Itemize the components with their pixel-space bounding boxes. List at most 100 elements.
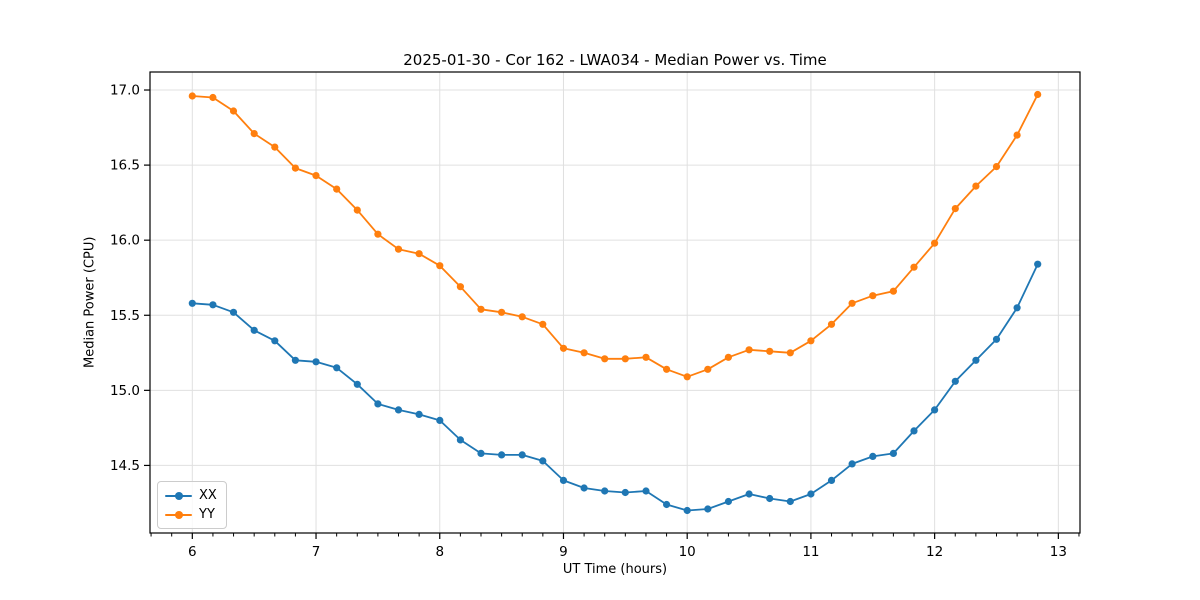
x-tick-label: 8 [435,544,444,560]
series-yy-point [621,355,629,363]
series-yy-point [807,337,815,345]
series-xx-point [498,451,506,459]
series-yy-point [333,185,341,193]
series-xx-point [518,451,526,459]
series-yy-point [374,230,382,238]
x-axis-label: UT Time (hours) [562,562,668,577]
series-yy-point [559,344,568,352]
y-tick-label: 16.5 [110,158,140,174]
series-xx-point [889,449,898,457]
x-tick-label: 7 [312,544,321,560]
x-tick-label: 13 [1050,544,1067,560]
xx-series-swatch-icon [165,491,192,500]
series-xx-point [1013,304,1021,312]
legend-item-yy: YY [165,505,218,524]
series-xx-point [601,487,609,495]
y-tick-label: 15.0 [110,383,140,399]
legend: XX YY [157,481,227,529]
series-yy-point [498,308,506,316]
legend-label-xx: XX [199,488,217,503]
series-xx-point [353,380,361,388]
series-yy-point [910,263,918,271]
series-xx-point [477,449,485,457]
series-xx-point [642,487,650,495]
yy-series-swatch-icon [165,510,192,519]
series-yy-point [663,365,671,373]
legend-label-yy: YY [199,507,215,522]
series-yy-point [394,245,403,253]
x-tick-label: 6 [188,544,197,560]
series-xx-point [992,335,1001,343]
y-tick-label: 14.5 [110,458,140,474]
series-yy-point [745,346,753,354]
series-yy-point [415,250,423,258]
series-xx-point [827,476,836,484]
series-yy-point [786,349,794,357]
series-xx-point [704,505,712,513]
series-yy-point [539,320,547,328]
series-yy-point [951,205,959,213]
series-yy-point [704,365,712,373]
series-xx-point [333,364,341,372]
series-xx-point [931,406,939,414]
y-axis-label: Median Power (CPU) [82,236,98,369]
y-tick-label: 16.0 [110,233,140,249]
series-yy-point [229,107,238,115]
series-yy-point [972,182,980,190]
chart-title: 2025-01-30 - Cor 162 - LWA034 - Median P… [403,51,827,69]
series-yy-point [1013,131,1021,139]
series-xx-point [663,500,671,509]
series-yy-point [601,355,609,363]
series-xx-point [250,326,258,334]
series-yy-point [250,130,258,138]
x-tick-label: 9 [559,544,568,560]
series-xx-point [559,476,568,484]
series-yy-point [580,349,588,357]
series-xx-point [972,356,980,364]
series-xx-point [209,301,217,309]
series-yy-point [642,353,650,361]
series-yy-point [683,373,691,381]
series-yy-point [456,283,464,291]
series-yy-point [931,239,939,247]
series-yy-point [209,93,217,102]
series-xx-point [394,406,403,414]
series-xx-point [1034,260,1042,268]
series-xx-point [271,337,279,345]
series-xx-point [848,460,856,468]
series-yy-point [353,206,361,214]
series-xx-point [374,400,382,408]
series-yy-point [848,299,856,307]
series-yy-point [518,313,526,321]
plot-border [149,71,1081,534]
x-tick-label: 11 [802,544,819,560]
series-xx-point [415,410,423,418]
series-yy-point [766,347,774,355]
series-xx-point [456,436,464,444]
x-tick-label: 10 [679,544,696,560]
series-xx-point [621,488,629,497]
series-xx-point [951,377,959,385]
series-yy-point [724,353,733,361]
series-yy-point [869,292,877,300]
series-xx-point [539,457,547,465]
series-yy-point [188,92,196,100]
series-xx-point [910,427,918,435]
x-tick-label: 12 [926,544,943,560]
series-yy-point [889,287,898,295]
series-xx-point [807,490,815,498]
series-yy-point [436,262,444,270]
series-yy-line [192,94,1039,378]
series-xx-point [724,497,733,506]
series-xx-point [766,494,774,503]
series-xx-point [683,506,691,515]
series-yy-point [477,305,485,313]
series-xx-point [745,490,753,498]
series-xx-point [436,416,444,424]
series-xx-point [188,299,196,307]
series-xx-line [192,263,1039,512]
series-yy-point [1034,90,1042,99]
legend-item-xx: XX [165,486,218,505]
